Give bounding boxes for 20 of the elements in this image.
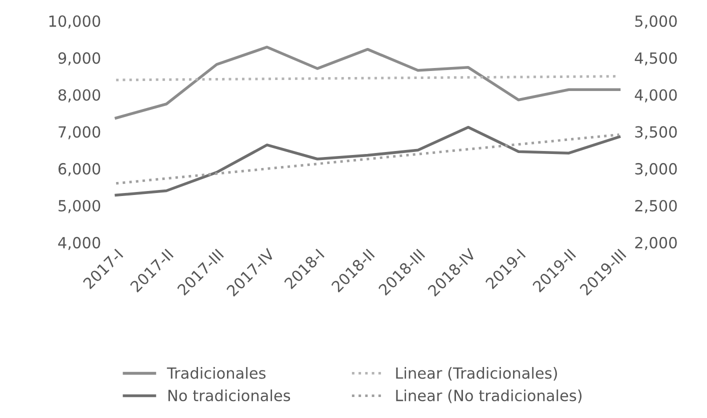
y-tick-label: 7,000 xyxy=(58,126,100,140)
legend-label: No tradicionales xyxy=(168,389,290,402)
y2-tick-label: 2,000 xyxy=(635,236,677,250)
y-tick-label: 4,000 xyxy=(58,236,100,250)
y-tick-label: 8,000 xyxy=(58,89,100,102)
y-tick-label: 6,000 xyxy=(58,163,100,176)
line-series xyxy=(114,46,621,120)
y2-tick-label: 3,000 xyxy=(635,163,677,176)
y-tick-label: 10,000 xyxy=(49,15,100,28)
legend-label: Tradicionales xyxy=(166,367,266,379)
y-tick-label: 5,000 xyxy=(58,200,100,214)
y-tick-label: 9,000 xyxy=(58,52,100,66)
y2-tick-label: 2,500 xyxy=(635,200,677,214)
y2-tick-label: 4,500 xyxy=(634,52,677,66)
y2-tick-label: 5,000 xyxy=(635,15,677,28)
legend-label: Linear (Tradicionales) xyxy=(396,367,557,381)
legend-label: Linear (No tradicionales) xyxy=(396,389,582,404)
y2-tick-label: 3,500 xyxy=(635,126,677,140)
line-series xyxy=(114,126,621,197)
y2-tick-label: 4,000 xyxy=(634,89,677,102)
